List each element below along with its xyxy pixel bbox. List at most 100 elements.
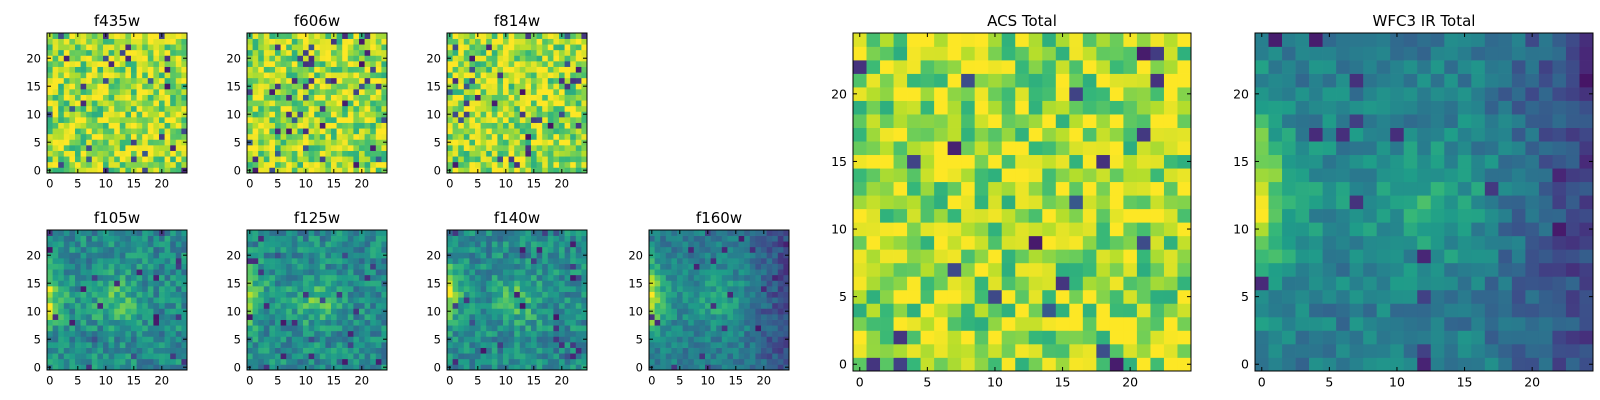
heatmap-cell [1055, 289, 1070, 304]
heatmap-cell [252, 105, 259, 112]
heatmap-cell [570, 72, 577, 79]
heatmap-cell [920, 316, 935, 331]
heatmap-cell [727, 235, 734, 242]
heatmap-cell [974, 262, 989, 277]
heatmap-cell [336, 55, 343, 62]
heatmap-cell [275, 291, 281, 298]
heatmap-cell [370, 111, 377, 118]
heatmap-cell [263, 156, 270, 163]
heatmap-cell [247, 61, 253, 67]
heatmap-cell [1001, 262, 1016, 277]
heatmap-cell [1069, 276, 1084, 291]
heatmap-cell [699, 336, 706, 343]
heatmap-cell [699, 347, 706, 354]
heatmap-cell [480, 314, 487, 320]
heatmap-cell [880, 235, 894, 250]
heatmap-cell [961, 289, 976, 304]
heatmap-cell [119, 150, 126, 157]
heatmap-cell [347, 286, 354, 292]
heatmap-cell [463, 336, 470, 343]
heatmap-cell [119, 161, 126, 168]
heatmap-cell [988, 343, 1003, 358]
heatmap-cell [744, 235, 751, 242]
heatmap-cell [514, 286, 521, 292]
heatmap-cell [553, 122, 560, 129]
heatmap-cell [575, 347, 582, 354]
heatmap-cell [347, 246, 354, 253]
heatmap-cell [934, 330, 948, 345]
heatmap-cell [1055, 276, 1070, 291]
heatmap-cell [108, 145, 115, 151]
heatmap-cell [291, 150, 298, 157]
heatmap-cell [359, 38, 365, 45]
heatmap-cell [342, 83, 349, 90]
heatmap-cell [97, 286, 104, 292]
heatmap-cell [263, 83, 270, 90]
heatmap-cell [1136, 303, 1151, 318]
heatmap-cell [514, 297, 521, 304]
heatmap-cell [364, 111, 371, 118]
heatmap-cell [497, 358, 504, 365]
heatmap-cell [86, 49, 93, 56]
heatmap-cell [508, 241, 515, 248]
heatmap-cell [142, 156, 149, 163]
heatmap-cell [721, 342, 728, 348]
heatmap-cell [325, 269, 332, 276]
heatmap-cell [525, 286, 532, 292]
heatmap-cell [1028, 222, 1043, 237]
heatmap-cell [347, 38, 354, 45]
heatmap-cell [744, 330, 751, 337]
heatmap-cell [303, 235, 309, 242]
heatmap-cell [170, 319, 177, 326]
heatmap-cell [181, 246, 188, 253]
heatmap-cell [721, 319, 728, 326]
heatmap-cell [1055, 262, 1070, 277]
heatmap-cell [291, 291, 298, 298]
heatmap-cell [1001, 208, 1016, 223]
heatmap-cell [269, 111, 276, 118]
heatmap-cell [772, 235, 779, 242]
heatmap-cell [514, 364, 521, 371]
heatmap-cell [142, 89, 149, 95]
heatmap-cell [559, 325, 565, 332]
heatmap-cell [164, 33, 171, 39]
heatmap-cell [119, 111, 126, 118]
y-tick-label: 10 [426, 107, 441, 121]
heatmap-cell [103, 55, 109, 62]
heatmap-cell [108, 314, 115, 320]
heatmap-cell [677, 235, 683, 242]
heatmap-cell [375, 156, 382, 163]
heatmap-cell [181, 286, 188, 292]
heatmap-cell [58, 336, 65, 343]
heatmap-cell [452, 111, 459, 118]
heatmap-cell [508, 291, 515, 298]
heatmap-cell [86, 100, 93, 107]
heatmap-cell [463, 330, 470, 337]
heatmap-cell [314, 133, 321, 140]
heatmap-cell [475, 55, 481, 62]
heatmap-cell [381, 274, 388, 281]
heatmap-cell [710, 302, 717, 309]
heatmap-cell [75, 358, 81, 365]
heatmap-cell [364, 117, 371, 123]
heatmap-cell [575, 263, 582, 270]
heatmap-cell [308, 263, 315, 270]
heatmap-cell [575, 122, 582, 129]
heatmap-cell [119, 100, 126, 107]
heatmap-cell [564, 122, 571, 129]
heatmap-cell [733, 336, 739, 343]
heatmap-cell [69, 133, 76, 140]
heatmap-cell [581, 156, 588, 163]
heatmap-cell [269, 258, 276, 264]
heatmap-cell [247, 246, 253, 253]
heatmap-cell [314, 55, 321, 62]
heatmap-cell [91, 167, 98, 174]
heatmap-cell [677, 274, 683, 281]
heatmap-cell [258, 167, 265, 174]
heatmap-cell [452, 330, 459, 337]
heatmap-cell [508, 252, 515, 259]
heatmap-cell [519, 364, 526, 371]
heatmap-cell [761, 308, 767, 315]
heatmap-cell [547, 77, 554, 84]
heatmap-cell [1042, 235, 1057, 250]
